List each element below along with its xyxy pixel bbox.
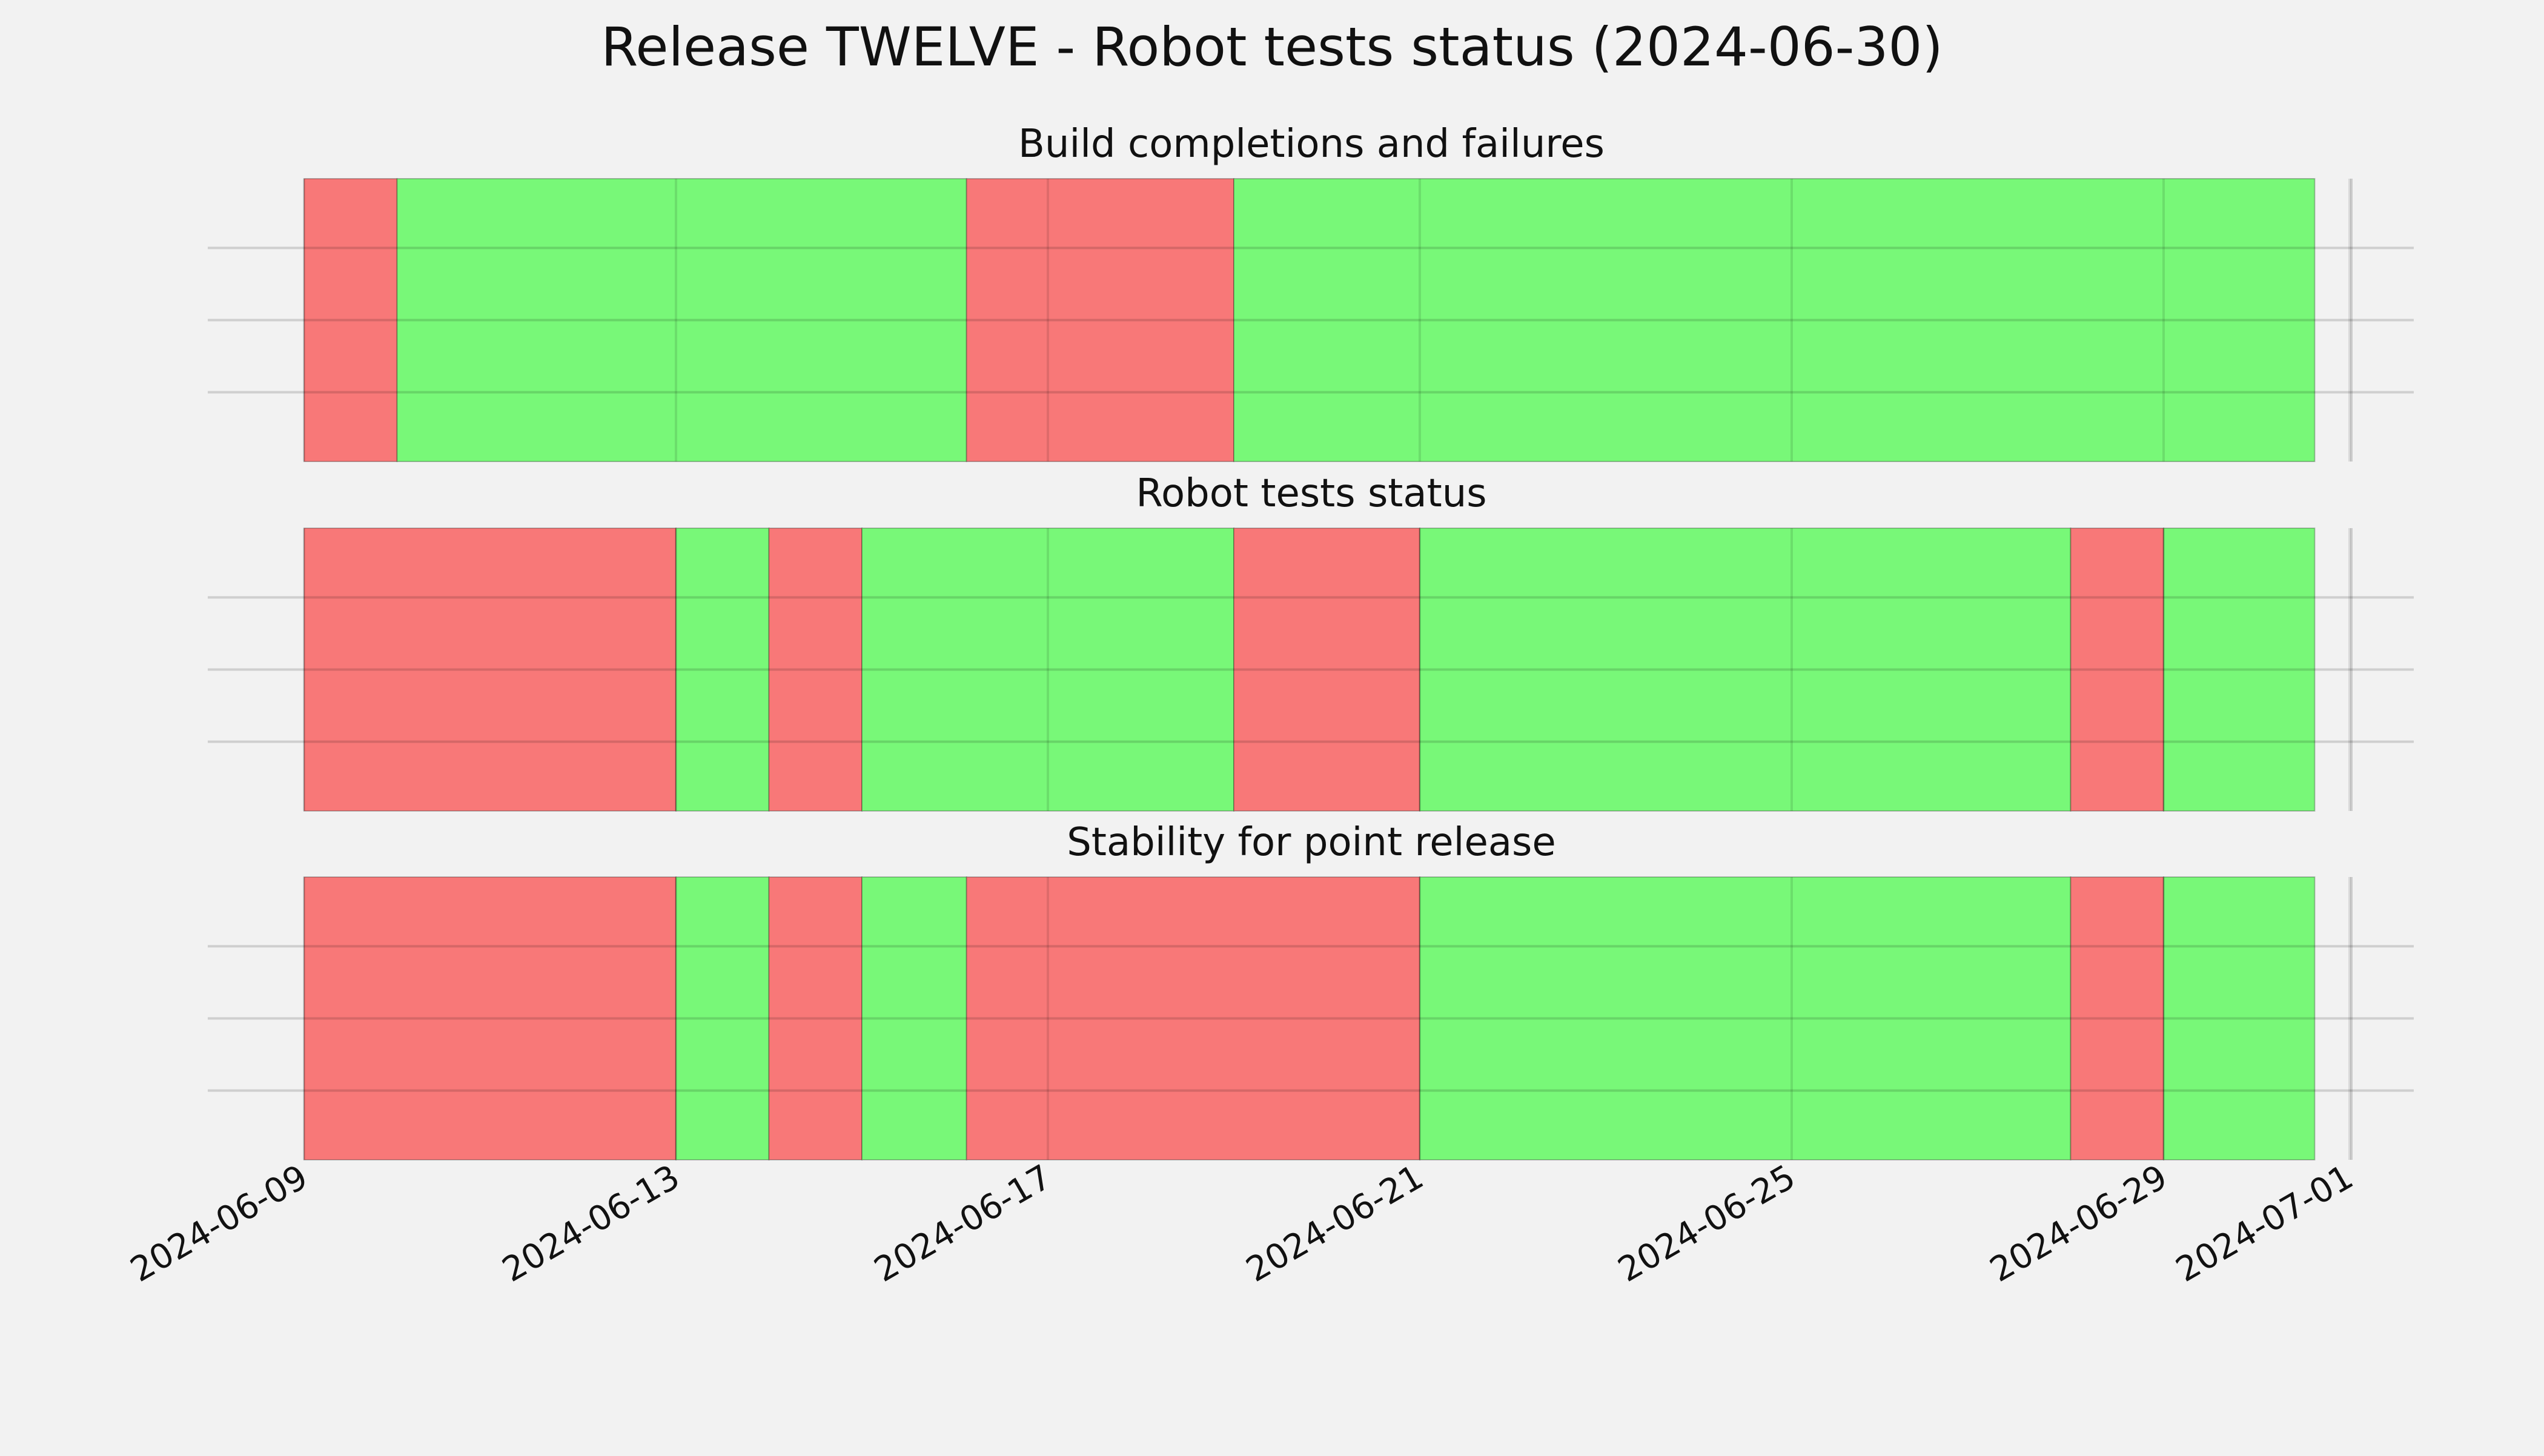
status-segment-fail: [768, 528, 863, 812]
x-tick-label: 2024-06-21: [1240, 1157, 1430, 1290]
status-segment-fail: [303, 528, 677, 812]
status-segment-fail: [303, 876, 677, 1160]
x-tick-label: 2024-06-17: [868, 1157, 1058, 1290]
x-tick-label: 2024-06-29: [1984, 1157, 2174, 1290]
status-segment-fail: [2070, 876, 2164, 1160]
x-tick-label: 2024-06-25: [1612, 1157, 1802, 1290]
status-segment-pass: [675, 876, 770, 1160]
status-segment-pass: [1419, 528, 2072, 812]
x-tick-label: 2024-07-01: [2170, 1157, 2360, 1290]
status-segment-fail: [768, 876, 863, 1160]
status-segment-pass: [1233, 178, 2316, 462]
panels-layer: Build completions and failures Robot test…: [208, 122, 2414, 1160]
status-segment-pass: [396, 178, 967, 462]
panel-2: Robot tests status: [208, 471, 2414, 812]
panel-title: Robot tests status: [1136, 471, 1486, 516]
status-segment-fail: [1233, 528, 1420, 812]
x-tick-label: 2024-06-13: [496, 1157, 686, 1290]
panel-3: Stability for point release: [208, 820, 2414, 1160]
status-segment-fail: [966, 178, 1234, 462]
status-segment-fail: [303, 178, 398, 462]
status-segment-pass: [2163, 876, 2316, 1160]
panel-title: Stability for point release: [1067, 820, 1556, 865]
panel-1: Build completions and failures: [208, 122, 2414, 462]
status-segment-pass: [675, 528, 770, 812]
x-tick-label: 2024-06-09: [124, 1157, 314, 1290]
status-segment-pass: [1419, 876, 2072, 1160]
status-segment-fail: [2070, 528, 2164, 812]
x-axis: 2024-06-09 2024-06-13 2024-06-17 2024-06-21…: [124, 1157, 2360, 1290]
status-segment-pass: [2163, 528, 2316, 812]
panel-title: Build completions and failures: [1018, 122, 1605, 167]
status-segment-pass: [861, 876, 967, 1160]
chart-title: Release TWELVE - Robot tests status (202…: [601, 16, 1943, 78]
